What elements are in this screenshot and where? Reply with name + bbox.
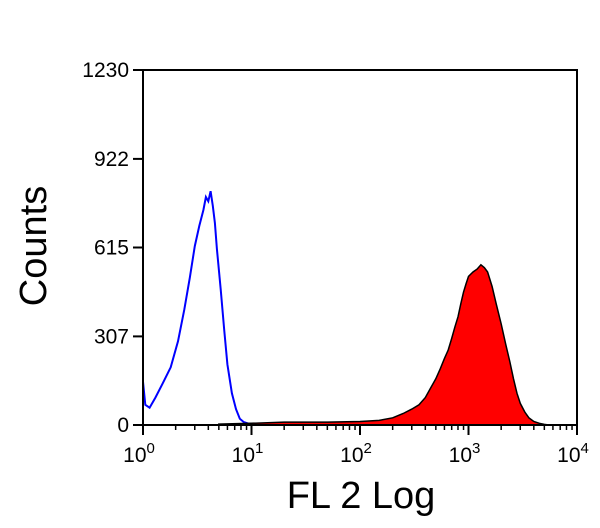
y-axis-title: Counts <box>13 186 55 306</box>
x-axis-title: FL 2 Log <box>287 475 436 517</box>
y-tick-label: 307 <box>94 325 129 348</box>
chart-marks <box>142 190 549 426</box>
x-tick-label: 103 <box>449 440 481 467</box>
y-tick-label: 922 <box>94 148 129 171</box>
y-tick-label: 0 <box>117 414 129 437</box>
series-0-outline-histogram <box>142 190 274 426</box>
y-tick-label: 1230 <box>82 59 129 82</box>
x-tick-label: 104 <box>557 440 589 467</box>
chart-axes: 0 307 615 922 1230 100 101 102 103 104 <box>82 59 589 467</box>
y-tick-label: 615 <box>94 237 129 260</box>
x-tick-label: 101 <box>232 440 264 467</box>
x-tick-label: 102 <box>340 440 372 467</box>
series-1-filled-histogram <box>218 263 549 426</box>
x-tick-label: 100 <box>123 440 155 467</box>
